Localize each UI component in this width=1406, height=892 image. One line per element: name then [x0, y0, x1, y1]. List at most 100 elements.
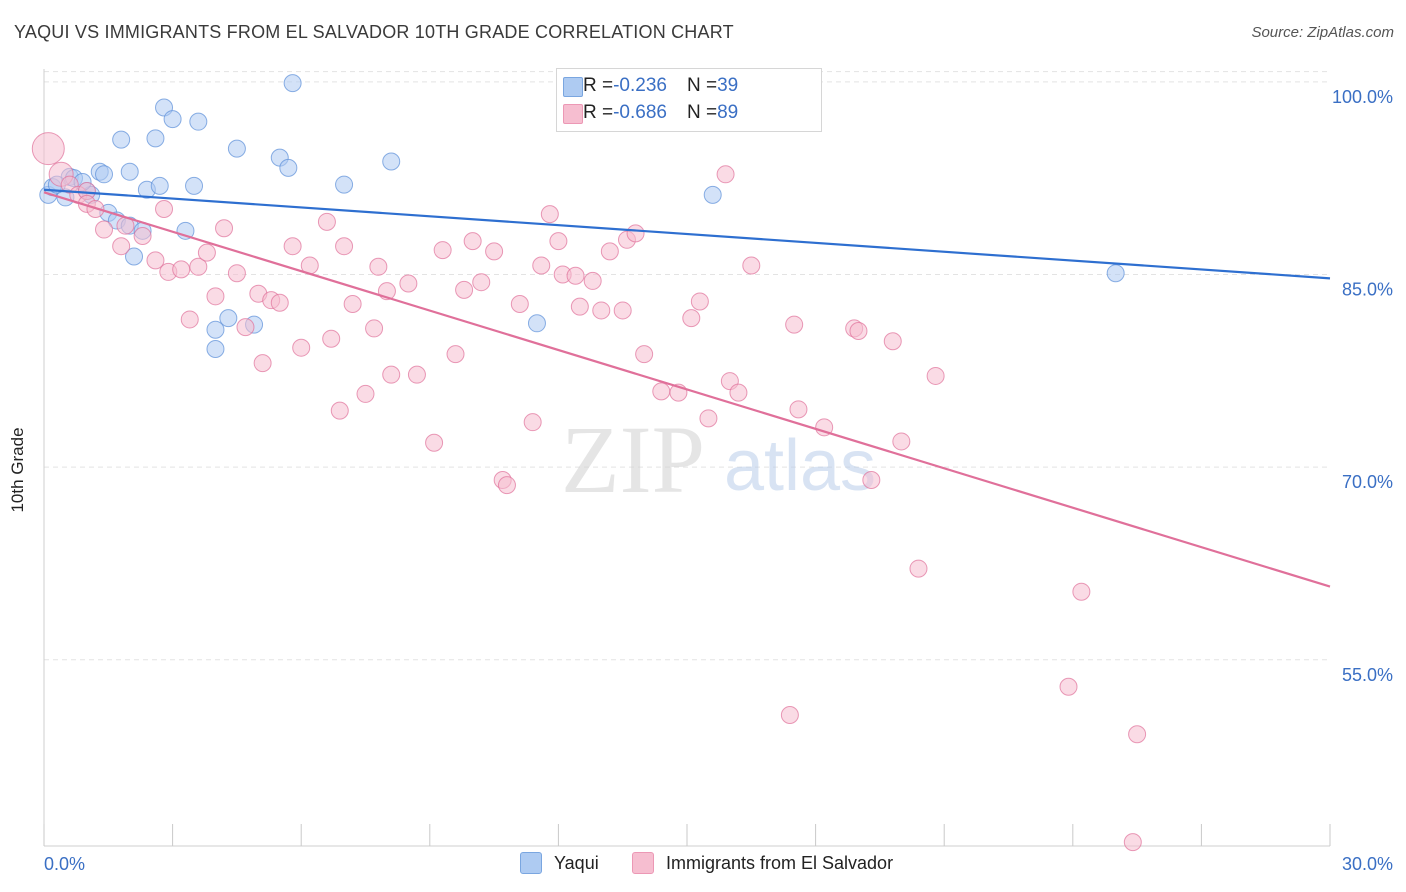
yaqui-swatch — [563, 77, 583, 97]
stats-row-el-salvador: R = -0.686 N = 89 — [563, 101, 738, 125]
el-salvador-point — [600, 242, 619, 261]
el-salvador-point — [1059, 677, 1078, 696]
legend-label-yaqui: Yaqui — [554, 852, 599, 873]
yaqui-point — [703, 185, 722, 204]
el-salvador-point — [455, 280, 474, 299]
el-salvador-point — [472, 273, 491, 292]
yaqui-point — [219, 309, 238, 328]
el-salvador-point — [883, 332, 902, 351]
el-salvador-point — [270, 293, 289, 312]
el-salvador-point — [1072, 582, 1091, 601]
r-value: -0.236 — [613, 75, 667, 96]
watermark-atlas: atlas — [724, 426, 876, 506]
legend-item-yaqui[interactable]: Yaqui — [520, 852, 599, 874]
el-salvador-point — [317, 212, 336, 231]
el-salvador-point — [206, 287, 225, 306]
tick-labels: 55.0% 70.0% 85.0% 100.0% 0.0% 30.0% — [44, 87, 1393, 874]
el-salvador-point — [583, 271, 602, 290]
el-salvador-point — [215, 219, 234, 238]
el-salvador-point — [335, 237, 354, 256]
yaqui-point — [283, 74, 302, 93]
el-salvador-point — [652, 382, 671, 401]
el-salvador-point — [789, 400, 808, 419]
el-salvador-point — [365, 319, 384, 338]
el-salvador-point — [330, 401, 349, 420]
el-salvador-point — [716, 165, 735, 184]
yaqui-point — [120, 162, 139, 181]
el-salvador-point — [785, 315, 804, 334]
yaqui-point — [163, 110, 182, 129]
el-salvador-point — [189, 257, 208, 276]
grid-lines — [44, 71, 1330, 661]
r-label: R = — [583, 75, 614, 96]
yaqui-point — [1106, 264, 1125, 283]
el-salvador-swatch — [563, 104, 583, 124]
yaqui-point — [185, 176, 204, 195]
el-salvador-point — [699, 409, 718, 428]
y-tick-label: 70.0% — [1342, 472, 1393, 492]
series-legend: Yaqui Immigrants from El Salvador — [0, 852, 1406, 878]
el-salvador-point — [566, 266, 585, 285]
el-salvador-point — [523, 413, 542, 432]
yaqui-point — [206, 339, 225, 358]
stats-row-yaqui: R = -0.236 N = 39 — [563, 74, 739, 98]
el-salvador-point — [690, 292, 709, 311]
source-note: Source: ZipAtlas.com — [1251, 24, 1394, 41]
el-salvador-point — [433, 241, 452, 260]
r-value: -0.686 — [613, 102, 667, 123]
el-salvador-point — [742, 256, 761, 275]
yaqui-point — [125, 247, 144, 266]
n-value: 39 — [717, 75, 739, 96]
el-salvador-point — [849, 321, 868, 340]
el-salvador-point — [635, 345, 654, 364]
el-salvador-point — [592, 301, 611, 320]
el-salvador-point — [540, 205, 559, 224]
n-label: N = — [686, 102, 718, 123]
y-tick-label: 100.0% — [1332, 87, 1393, 107]
el-salvador-point — [549, 232, 568, 251]
chart-title: YAQUI VS IMMIGRANTS FROM EL SALVADOR 10T… — [14, 22, 734, 42]
yaqui-point — [189, 112, 208, 131]
yaqui-point — [95, 165, 114, 184]
el-salvador-point — [356, 384, 375, 403]
el-salvador-point — [146, 251, 165, 270]
el-salvador-legend-swatch — [632, 852, 654, 874]
el-salvador-point — [510, 295, 529, 314]
el-salvador-point — [1123, 833, 1142, 852]
el-salvador-point — [682, 309, 701, 328]
el-salvador-point — [485, 242, 504, 261]
el-salvador-point — [180, 310, 199, 329]
r-label: R = — [583, 102, 614, 123]
el-salvador-point — [253, 354, 272, 373]
y-tick-label: 85.0% — [1342, 279, 1393, 299]
trend-lines — [43, 188, 1331, 588]
el-salvador-point — [729, 383, 748, 402]
el-salvador-point — [133, 226, 152, 245]
el-salvador-point — [815, 418, 834, 437]
y-tick-label: 55.0% — [1342, 665, 1393, 685]
el-salvador-point — [463, 232, 482, 251]
el-salvador-point — [292, 338, 311, 357]
el-salvador-point — [31, 132, 65, 166]
legend-item-el-salvador[interactable]: Immigrants from El Salvador — [632, 852, 893, 874]
yaqui-point — [206, 320, 225, 339]
el-salvador-point — [926, 366, 945, 385]
stats-legend: R = -0.236 N = 39 R = -0.686 N = 89 — [556, 68, 822, 132]
el-salvador-point — [780, 706, 799, 725]
el-salvador-point — [446, 345, 465, 364]
yaqui-point — [527, 314, 546, 333]
data-points — [31, 74, 1147, 852]
el-salvador-point — [155, 199, 174, 218]
el-salvador-point — [425, 433, 444, 452]
x-tick-label: 0.0% — [44, 854, 85, 874]
yaqui-point — [112, 130, 131, 149]
el-salvador-point — [407, 365, 426, 384]
el-salvador-point — [236, 318, 255, 337]
el-salvador-point — [862, 470, 881, 489]
x-tick-label: 30.0% — [1342, 854, 1393, 874]
yaqui-point — [382, 152, 401, 171]
el-salvador-point — [532, 256, 551, 275]
yaqui-point — [146, 129, 165, 148]
el-salvador-point — [497, 476, 516, 495]
